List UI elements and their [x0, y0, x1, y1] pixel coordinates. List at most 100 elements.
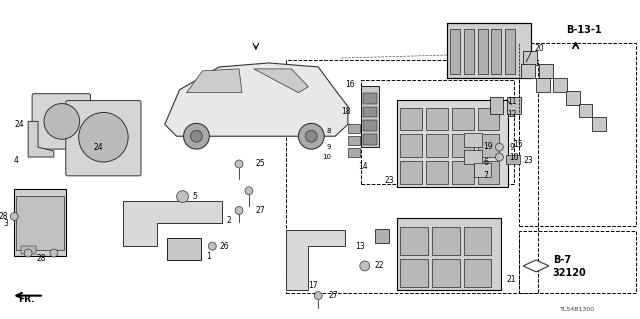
Text: 9: 9	[326, 144, 331, 150]
Bar	[519, 231, 636, 293]
Bar	[363, 120, 377, 131]
Circle shape	[235, 206, 243, 214]
Bar	[553, 78, 567, 92]
Bar	[348, 148, 360, 157]
Bar	[508, 97, 521, 115]
Circle shape	[495, 143, 504, 151]
Text: 1: 1	[206, 251, 211, 261]
Bar	[523, 51, 537, 65]
Bar	[477, 108, 499, 130]
Bar	[348, 136, 360, 145]
Text: 14: 14	[358, 162, 367, 171]
Circle shape	[305, 130, 317, 142]
Text: 19: 19	[484, 142, 493, 151]
Polygon shape	[28, 122, 54, 157]
Bar	[464, 29, 474, 74]
Polygon shape	[523, 260, 549, 272]
Bar	[579, 104, 593, 117]
Text: 15: 15	[513, 140, 523, 149]
Circle shape	[245, 187, 253, 195]
Bar	[447, 23, 531, 78]
Circle shape	[10, 212, 19, 220]
Circle shape	[314, 292, 322, 300]
Bar	[452, 161, 474, 184]
Text: 22: 22	[374, 262, 384, 271]
Text: 28: 28	[36, 254, 46, 263]
Bar	[363, 107, 377, 117]
Circle shape	[44, 104, 79, 139]
Bar	[492, 29, 501, 74]
Text: 18: 18	[341, 107, 351, 116]
Text: 23: 23	[385, 176, 394, 185]
Polygon shape	[164, 63, 348, 136]
Bar	[477, 161, 499, 184]
Bar	[401, 227, 428, 255]
Text: 24: 24	[93, 143, 103, 152]
Text: 21: 21	[506, 275, 516, 284]
Text: 32120: 32120	[553, 268, 587, 278]
Circle shape	[495, 153, 504, 161]
Bar	[593, 117, 606, 131]
Bar	[450, 29, 460, 74]
Bar	[285, 60, 538, 293]
Bar	[452, 108, 474, 130]
Bar	[477, 29, 488, 74]
Polygon shape	[186, 69, 242, 93]
Bar	[167, 238, 202, 260]
FancyBboxPatch shape	[66, 100, 141, 176]
Bar	[363, 134, 377, 145]
Bar	[361, 80, 515, 184]
Bar	[490, 97, 504, 115]
Bar	[506, 155, 520, 164]
Bar	[426, 108, 448, 130]
Bar	[519, 43, 636, 226]
Text: 11: 11	[508, 97, 517, 106]
Text: 28: 28	[0, 212, 8, 221]
Text: 25: 25	[256, 160, 266, 168]
Circle shape	[184, 123, 209, 149]
Bar	[432, 227, 460, 255]
Bar	[401, 161, 422, 184]
Bar	[348, 124, 360, 133]
Bar	[14, 189, 66, 256]
Bar	[539, 64, 553, 78]
Circle shape	[24, 249, 32, 257]
Bar	[16, 196, 64, 250]
Text: B-7: B-7	[553, 255, 571, 265]
Polygon shape	[123, 201, 222, 246]
Bar	[464, 259, 492, 287]
Text: 2: 2	[226, 216, 231, 225]
Text: FR.: FR.	[19, 295, 35, 304]
Bar	[464, 150, 481, 164]
Bar	[464, 227, 492, 255]
Text: 7: 7	[484, 171, 488, 180]
Circle shape	[298, 123, 324, 149]
Bar	[566, 91, 580, 105]
Circle shape	[360, 261, 370, 271]
Text: 16: 16	[345, 80, 355, 89]
Circle shape	[79, 113, 128, 162]
Text: 6: 6	[484, 159, 488, 167]
Bar	[363, 93, 377, 104]
Bar	[452, 134, 474, 157]
FancyBboxPatch shape	[32, 94, 90, 149]
Bar	[474, 163, 492, 177]
Bar	[447, 23, 531, 78]
Text: 23: 23	[523, 157, 532, 166]
Text: B-13-1: B-13-1	[566, 25, 602, 35]
Text: 10: 10	[509, 152, 519, 161]
Bar	[401, 134, 422, 157]
Text: 26: 26	[220, 241, 229, 251]
Text: 9: 9	[509, 143, 514, 152]
Bar	[374, 229, 388, 243]
Bar	[21, 246, 36, 254]
Text: 3: 3	[3, 219, 8, 228]
Bar	[397, 219, 501, 290]
Bar	[397, 100, 508, 187]
Bar	[426, 134, 448, 157]
Bar	[432, 259, 460, 287]
Bar	[426, 161, 448, 184]
Bar	[401, 108, 422, 130]
Bar	[464, 133, 481, 147]
Text: 12: 12	[508, 110, 517, 119]
